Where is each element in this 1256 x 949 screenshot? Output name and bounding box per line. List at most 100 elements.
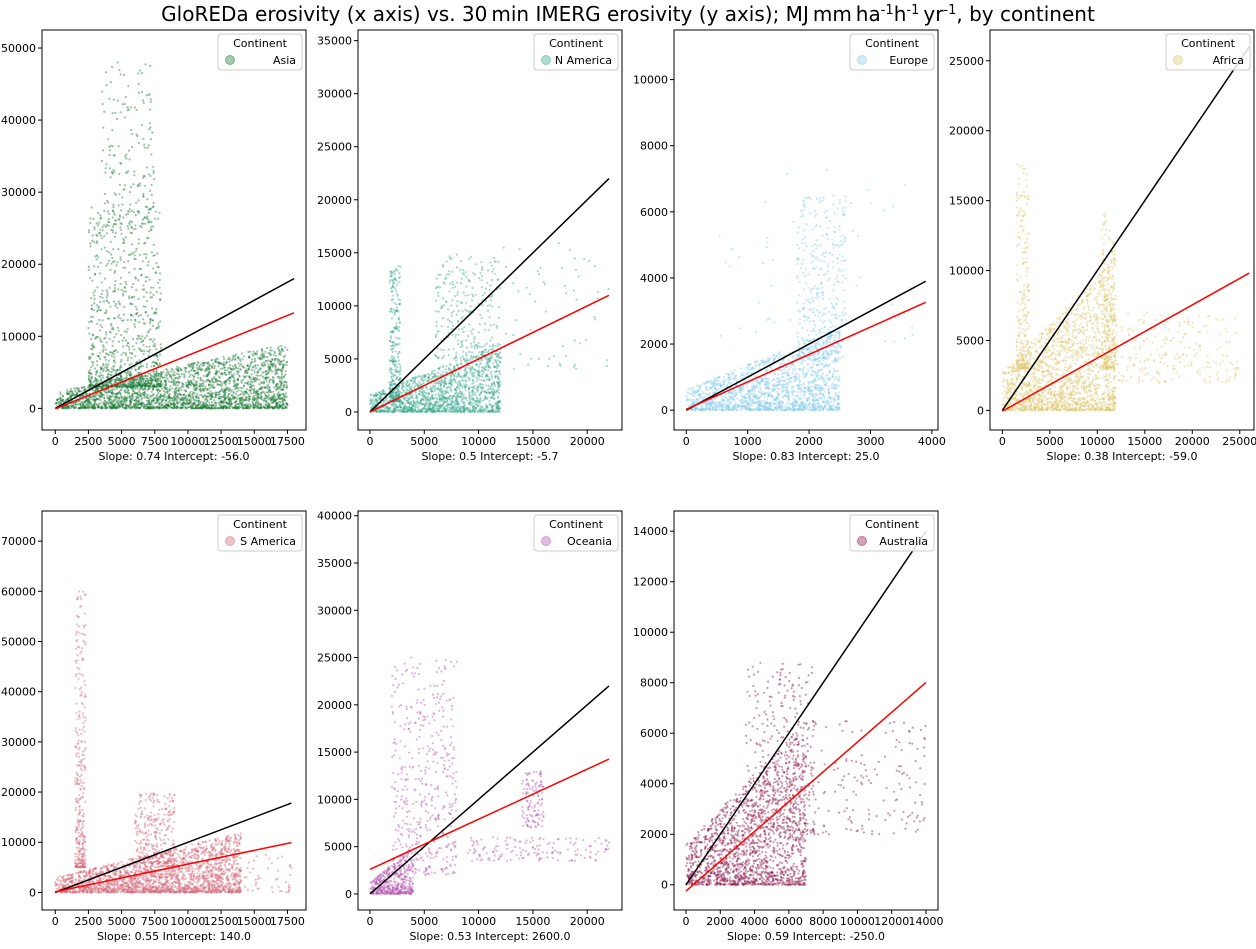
data-point	[193, 362, 196, 365]
data-point	[150, 153, 153, 156]
data-point	[252, 377, 255, 381]
y-tick-label: 50000	[1, 42, 36, 55]
data-point	[285, 361, 288, 364]
data-point	[127, 260, 130, 263]
data-point	[275, 354, 278, 357]
data-point	[414, 391, 417, 394]
data-point	[193, 372, 197, 375]
data-point	[231, 395, 234, 398]
data-point	[113, 400, 116, 403]
data-point	[406, 389, 409, 392]
data-point	[122, 239, 125, 242]
data-point	[121, 203, 124, 206]
data-point	[188, 363, 191, 366]
data-point	[145, 94, 148, 97]
data-point	[169, 370, 172, 373]
data-point	[117, 329, 120, 332]
data-point	[139, 313, 142, 317]
data-point	[103, 202, 106, 205]
data-point	[159, 370, 162, 374]
data-point	[230, 375, 233, 378]
data-point	[100, 394, 104, 397]
data-point	[454, 379, 457, 382]
data-point	[174, 382, 177, 386]
data-point	[120, 396, 123, 399]
data-point	[169, 396, 172, 399]
data-point	[282, 402, 285, 405]
data-point	[255, 377, 258, 380]
data-point	[142, 137, 145, 140]
data-point	[128, 404, 132, 407]
data-point	[89, 397, 92, 400]
data-point	[201, 407, 204, 410]
data-point	[124, 155, 127, 158]
data-point	[279, 380, 282, 383]
data-point	[214, 359, 217, 362]
data-point	[272, 353, 275, 357]
data-point	[248, 400, 251, 403]
data-point	[163, 397, 166, 400]
data-point	[193, 384, 197, 387]
data-point	[167, 403, 170, 406]
data-point	[99, 386, 102, 389]
data-point	[105, 341, 108, 344]
data-point	[79, 403, 82, 406]
data-point	[164, 380, 167, 383]
data-point	[99, 261, 102, 264]
data-point	[249, 404, 252, 407]
data-point	[270, 399, 273, 402]
data-point	[140, 377, 143, 380]
data-point	[212, 377, 215, 380]
data-point	[498, 392, 501, 395]
data-point	[152, 293, 155, 296]
data-point	[118, 385, 121, 388]
data-point	[120, 386, 123, 389]
data-point	[127, 356, 130, 359]
data-point	[81, 404, 84, 407]
data-point	[128, 297, 131, 300]
data-point	[77, 402, 81, 405]
data-point	[150, 229, 153, 232]
data-point	[94, 396, 97, 399]
data-point	[281, 393, 285, 396]
data-point	[108, 395, 111, 398]
data-point	[285, 360, 289, 363]
data-point	[81, 406, 84, 409]
data-point	[113, 397, 116, 400]
data-point	[243, 355, 246, 358]
data-point	[382, 389, 385, 393]
data-point	[160, 401, 163, 404]
data-point	[118, 390, 121, 393]
data-point	[118, 218, 121, 221]
data-point	[280, 349, 283, 352]
data-point	[206, 373, 209, 377]
data-point	[187, 381, 190, 384]
data-point	[198, 385, 201, 388]
data-point	[122, 407, 125, 410]
data-point	[244, 405, 247, 408]
data-point	[149, 407, 152, 410]
data-point	[370, 393, 373, 396]
data-point	[126, 386, 129, 389]
data-point	[98, 352, 101, 355]
data-point	[261, 357, 264, 360]
data-point	[103, 404, 106, 407]
data-point	[206, 367, 210, 370]
data-point	[490, 375, 493, 378]
data-point	[112, 203, 115, 206]
data-point	[261, 371, 264, 374]
data-point	[253, 406, 256, 409]
data-point	[99, 337, 102, 341]
data-point	[202, 387, 205, 390]
data-point	[156, 265, 159, 268]
data-point	[446, 405, 449, 408]
data-point	[227, 398, 231, 401]
data-point	[133, 323, 136, 326]
data-point	[224, 391, 227, 394]
data-point	[184, 407, 187, 410]
data-point	[152, 375, 155, 378]
data-point	[96, 386, 99, 389]
data-point	[201, 407, 204, 410]
data-point	[113, 270, 116, 273]
data-point	[139, 348, 142, 351]
